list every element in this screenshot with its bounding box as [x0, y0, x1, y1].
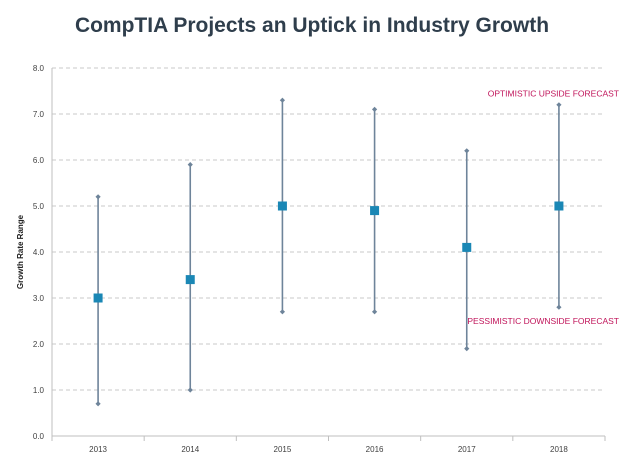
y-tick-label: 2.0 — [33, 340, 45, 349]
x-tick-label: 2016 — [366, 445, 384, 454]
projected-growth-marker — [277, 201, 287, 211]
x-tick-label: 2017 — [458, 445, 476, 454]
projected-growth-marker — [185, 275, 195, 285]
x-tick-label: 2018 — [550, 445, 568, 454]
y-tick-label: 4.0 — [33, 248, 45, 257]
projected-growth-marker — [370, 206, 380, 216]
low-marker — [464, 346, 470, 352]
low-marker — [556, 304, 562, 310]
projected-growth-marker — [554, 201, 564, 211]
high-marker — [556, 102, 562, 108]
projected-growth-marker — [93, 293, 103, 303]
x-tick-label: 2015 — [274, 445, 292, 454]
labels: 0.0 1.0 2.0 3.0 4.0 5.0 6.0 7.0 8.0 Growth Rate R… — [16, 64, 619, 454]
y-tick-label: 0.0 — [33, 432, 45, 441]
low-marker — [187, 387, 193, 393]
y-tick-label: 8.0 — [33, 64, 45, 73]
y-tick-label: 1.0 — [33, 386, 45, 395]
low-marker — [279, 309, 286, 315]
chart-title: CompTIA Projects an Uptick in Industry G… — [74, 14, 550, 37]
y-tick-label: 5.0 — [33, 202, 45, 211]
x-tick-label: 2013 — [89, 445, 107, 454]
low-marker — [371, 309, 378, 315]
y-tick-label: 7.0 — [33, 110, 45, 119]
y-tick-label: 6.0 — [33, 156, 45, 165]
axes — [51, 68, 606, 441]
high-marker — [464, 148, 470, 154]
y-tick-label: 3.0 — [33, 294, 45, 303]
high-marker — [279, 97, 286, 103]
x-tick-label: 2014 — [181, 445, 199, 454]
high-marker — [95, 194, 101, 200]
annotation-label: PESSIMISTIC DOWNSIDE FORECAST — [467, 316, 619, 326]
projected-growth-marker — [462, 242, 472, 252]
gridlines — [52, 67, 605, 391]
y-axis-label: Growth Rate Range — [16, 214, 25, 289]
high-marker — [187, 162, 193, 168]
high-marker — [371, 106, 378, 112]
annotation-label: OPTIMISTIC UPSIDE FORECAST — [488, 88, 619, 98]
low-marker — [95, 401, 101, 407]
markers — [93, 201, 564, 303]
